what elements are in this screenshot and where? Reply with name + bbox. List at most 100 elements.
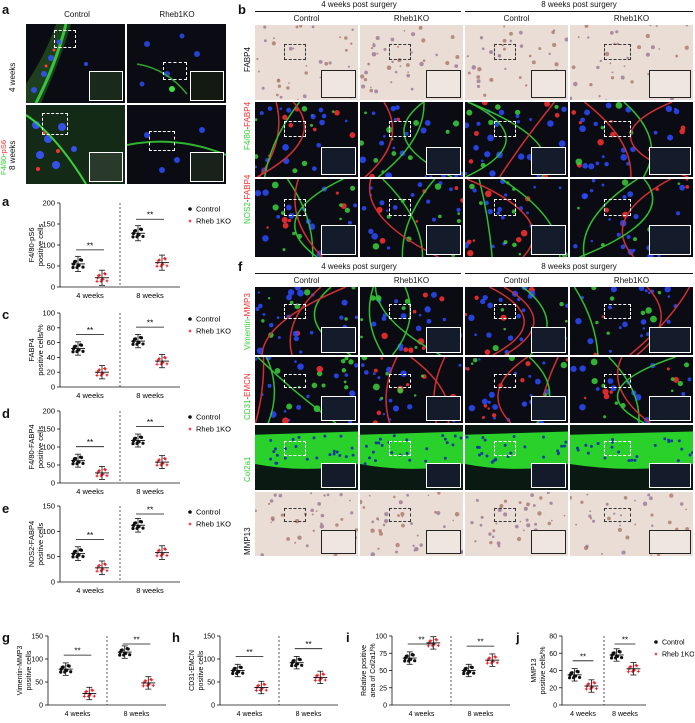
data-point-control — [403, 659, 407, 663]
tissue-micrograph — [255, 179, 358, 257]
sig-label: ** — [622, 636, 628, 645]
legend-label-ko: Rheb 1KO — [662, 652, 694, 659]
data-point-control — [79, 258, 84, 262]
legend-label-control: Control — [196, 508, 221, 517]
sig-label: ** — [147, 318, 154, 328]
data-point-ko — [260, 686, 265, 691]
panel-b-image-r2-c3 — [465, 102, 568, 177]
data-point-ko — [95, 279, 99, 284]
panel-b-image-r2-c1 — [255, 102, 358, 177]
panel-f-image-r3-c3 — [465, 425, 568, 490]
data-point-ko — [155, 264, 159, 269]
y-tick-label: 40 — [549, 668, 557, 675]
data-point-control — [139, 520, 144, 524]
panel-f-col-3: Control — [503, 276, 530, 285]
panel-b-image-r3-c2 — [360, 179, 463, 257]
panel-a-image-control-4w — [26, 24, 125, 103]
data-point-ko — [162, 355, 167, 360]
data-point-ko — [99, 568, 103, 573]
panel-f-image-r1-c4 — [570, 287, 693, 355]
y-tick-label: 100 — [31, 657, 43, 664]
legend-label-ko: Rheb 1KO — [196, 217, 231, 226]
panel-label-e: e — [2, 501, 10, 516]
data-point-ko — [163, 547, 168, 552]
panel-b-col-2: Rheb1KO — [393, 14, 430, 23]
data-point-control — [413, 659, 417, 663]
data-point-ko — [485, 661, 490, 666]
legend-marker-ko — [188, 427, 192, 431]
data-point-ko — [163, 355, 168, 360]
y-tick-label: 80 — [549, 634, 557, 641]
chart-fabp4: 0 20 40 60 80 100 FABP4 positive cells/% 4 weeks… — [27, 309, 231, 401]
tissue-micrograph — [255, 287, 358, 355]
data-point-ko — [436, 643, 441, 648]
y-tick-label: 150 — [42, 425, 55, 434]
data-point-ko — [161, 551, 165, 556]
y-tick-label: 50 — [35, 680, 43, 687]
data-point-ko — [155, 553, 159, 558]
y-tick-label: 100 — [375, 634, 387, 641]
panel-f-image-r4-c4 — [570, 492, 693, 556]
x-category-label: 4 weeks — [76, 391, 104, 400]
data-point-ko — [90, 688, 95, 693]
tissue-micrograph — [573, 287, 691, 355]
x-category-label: 8 weeks — [136, 391, 164, 400]
data-point-ko — [489, 661, 494, 666]
y-axis-label: NOS2-FABP4 — [27, 521, 36, 567]
y-tick-label: 50 — [379, 668, 387, 675]
y-tick-label: 100 — [42, 309, 55, 318]
panel-f-image-r2-c2 — [360, 357, 463, 423]
panel-f-image-r4-c1 — [255, 492, 358, 556]
sig-label: ** — [87, 325, 94, 335]
panel-label-h: h — [172, 630, 180, 645]
data-point-ko — [321, 672, 326, 677]
data-point-control — [59, 670, 63, 674]
data-point-control — [472, 671, 476, 675]
y-tick-label: 20 — [47, 368, 55, 377]
data-point-control — [462, 671, 466, 676]
y-tick-label: 100 — [42, 241, 55, 250]
panel-f-col-2: Rheb1KO — [393, 276, 430, 285]
data-point-ko — [102, 366, 107, 371]
panel-b-row-nos2-fabp4: NOS2-FABP4 — [243, 174, 252, 224]
data-point-control — [290, 664, 294, 668]
data-point-ko — [101, 371, 105, 376]
panel-label-c: c — [2, 307, 10, 322]
data-point-ko — [165, 361, 169, 366]
panel-f-image-r2-c4 — [570, 357, 693, 423]
panel-f-image-r3-c1 — [255, 425, 358, 490]
panel-f-group-4w: 4 weeks post surgery — [321, 262, 397, 271]
panel-f-group-8w: 8 weeks post surgery — [541, 262, 617, 271]
data-point-ko — [157, 258, 162, 263]
x-category-label: 4 weeks — [570, 711, 596, 718]
panel-f-row-mmp13: MMP13 — [243, 527, 252, 555]
legend-marker-control — [188, 207, 192, 211]
tissue-micrograph — [136, 33, 200, 95]
legend-label-control: Control — [196, 315, 221, 324]
data-point-ko — [159, 463, 163, 468]
panel-a-col-control: Control — [64, 10, 90, 19]
panel-label-f: f — [238, 259, 243, 274]
sig-label: ** — [147, 417, 154, 427]
panel-b-group-8w: 8 weeks post surgery — [541, 0, 617, 9]
data-point-control — [139, 336, 144, 340]
panel-f-rule-4w — [255, 273, 461, 274]
data-point-ko — [592, 680, 597, 685]
x-category-label: 4 weeks — [76, 586, 104, 595]
panel-f-image-r3-c4 — [570, 425, 693, 490]
panel-f-image-r1-c3 — [465, 287, 568, 355]
data-point-ko — [491, 659, 496, 664]
data-point-ko — [149, 677, 154, 682]
panel-a-image-control-8w — [26, 105, 125, 184]
data-point-ko — [632, 668, 637, 673]
data-point-ko — [156, 548, 161, 553]
data-point-ko — [493, 655, 498, 660]
data-point-ko — [96, 273, 101, 278]
data-point-ko — [314, 673, 319, 678]
data-point-control — [81, 265, 85, 269]
y-tick-label: 50 — [47, 552, 55, 561]
data-point-ko — [156, 258, 161, 263]
data-point-control — [79, 548, 84, 552]
data-point-ko — [86, 694, 91, 699]
legend-marker-control — [654, 640, 658, 644]
